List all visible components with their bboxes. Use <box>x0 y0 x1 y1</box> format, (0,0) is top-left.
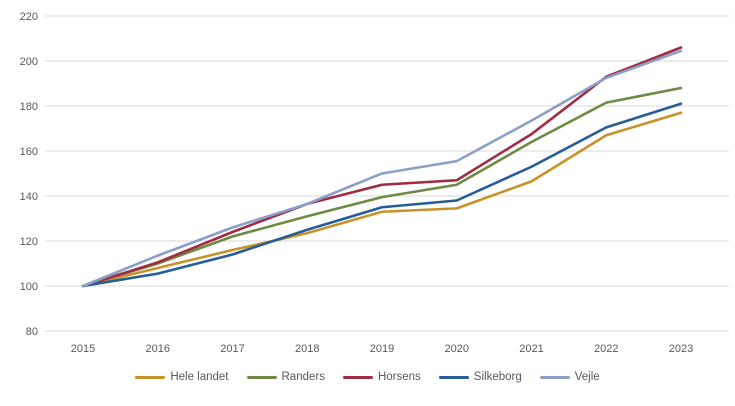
series-lines <box>81 46 683 288</box>
legend-item-horsens: Horsens <box>342 371 421 383</box>
legend-label: Silkeborg <box>473 371 522 383</box>
y-axis-labels: 80 100 120 140 160 180 200 220 <box>20 11 38 338</box>
legend-item-randers: Randers <box>246 371 325 383</box>
y-tick-label: 160 <box>20 146 38 158</box>
legend-label: Vejle <box>574 371 600 383</box>
legend-label: Horsens <box>377 371 421 383</box>
x-tick-label: 2022 <box>594 343 618 355</box>
y-tick-label: 80 <box>26 326 38 338</box>
chart-legend: Hele landet Randers Horsens Silkeborg Vejle <box>0 371 735 383</box>
x-tick-label: 2015 <box>71 343 95 355</box>
series-line-hele-landet <box>81 111 683 288</box>
x-tick-label: 2020 <box>445 343 469 355</box>
y-tick-label: 140 <box>20 191 38 203</box>
x-tick-label: 2018 <box>295 343 319 355</box>
series-line-vejle <box>81 49 683 288</box>
legend-item-hele-landet: Hele landet <box>135 371 229 383</box>
legend-item-vejle: Vejle <box>539 371 600 383</box>
series-line-randers <box>81 86 683 288</box>
legend-item-silkeborg: Silkeborg <box>438 371 522 383</box>
x-tick-label: 2016 <box>146 343 170 355</box>
y-tick-label: 120 <box>20 236 38 248</box>
legend-swatch-icon <box>342 375 373 379</box>
legend-swatch-icon <box>246 375 277 379</box>
x-tick-label: 2019 <box>370 343 394 355</box>
series-line-silkeborg <box>81 102 683 288</box>
legend-swatch-icon <box>438 375 469 379</box>
x-tick-label: 2023 <box>669 343 693 355</box>
legend-label: Randers <box>281 371 325 383</box>
legend-label: Hele landet <box>170 371 229 383</box>
legend-swatch-icon <box>135 375 166 379</box>
x-tick-label: 2021 <box>519 343 543 355</box>
series-line-horsens <box>81 46 683 288</box>
y-tick-label: 220 <box>20 11 38 23</box>
y-tick-label: 100 <box>20 281 38 293</box>
gridlines <box>45 15 729 332</box>
y-tick-label: 200 <box>20 56 38 68</box>
x-axis-labels: 2015 2016 2017 2018 2019 2020 2021 2022 2023 <box>71 343 693 355</box>
x-tick-label: 2017 <box>220 343 244 355</box>
legend-swatch-icon <box>539 375 570 379</box>
y-tick-label: 180 <box>20 101 38 113</box>
